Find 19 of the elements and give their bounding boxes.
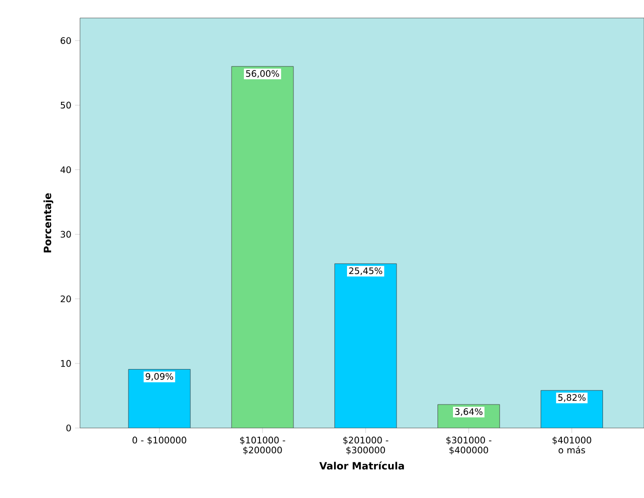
y-tick-label: 30 — [60, 230, 71, 238]
data-label: 25,45% — [349, 267, 382, 276]
data-label: 9,09% — [146, 373, 174, 381]
y-tick-label: 50 — [60, 102, 71, 109]
y-tick-label: 20 — [60, 295, 71, 302]
x-tick-label: $401000 o más — [552, 436, 592, 454]
y-tick-label: 10 — [61, 360, 71, 367]
y-tick-label: 60 — [60, 37, 71, 44]
x-axis-title: Valor Matrícula — [319, 461, 404, 470]
data-label: 3,64% — [455, 408, 482, 416]
x-tick-label: $101000 - $200000 — [240, 436, 286, 455]
x-tick-label: $201000 - $300000 — [343, 436, 388, 455]
y-tick-label: 0 — [66, 424, 71, 432]
x-tick-label: 0 - $100000 — [132, 436, 186, 445]
y-axis-title: Porcentaje — [44, 193, 54, 252]
x-tick-label: $301000 - $400000 — [446, 436, 492, 455]
data-label: 5,82% — [558, 394, 586, 402]
data-label: 56,00% — [246, 70, 280, 78]
y-tick-label: 40 — [60, 166, 71, 174]
